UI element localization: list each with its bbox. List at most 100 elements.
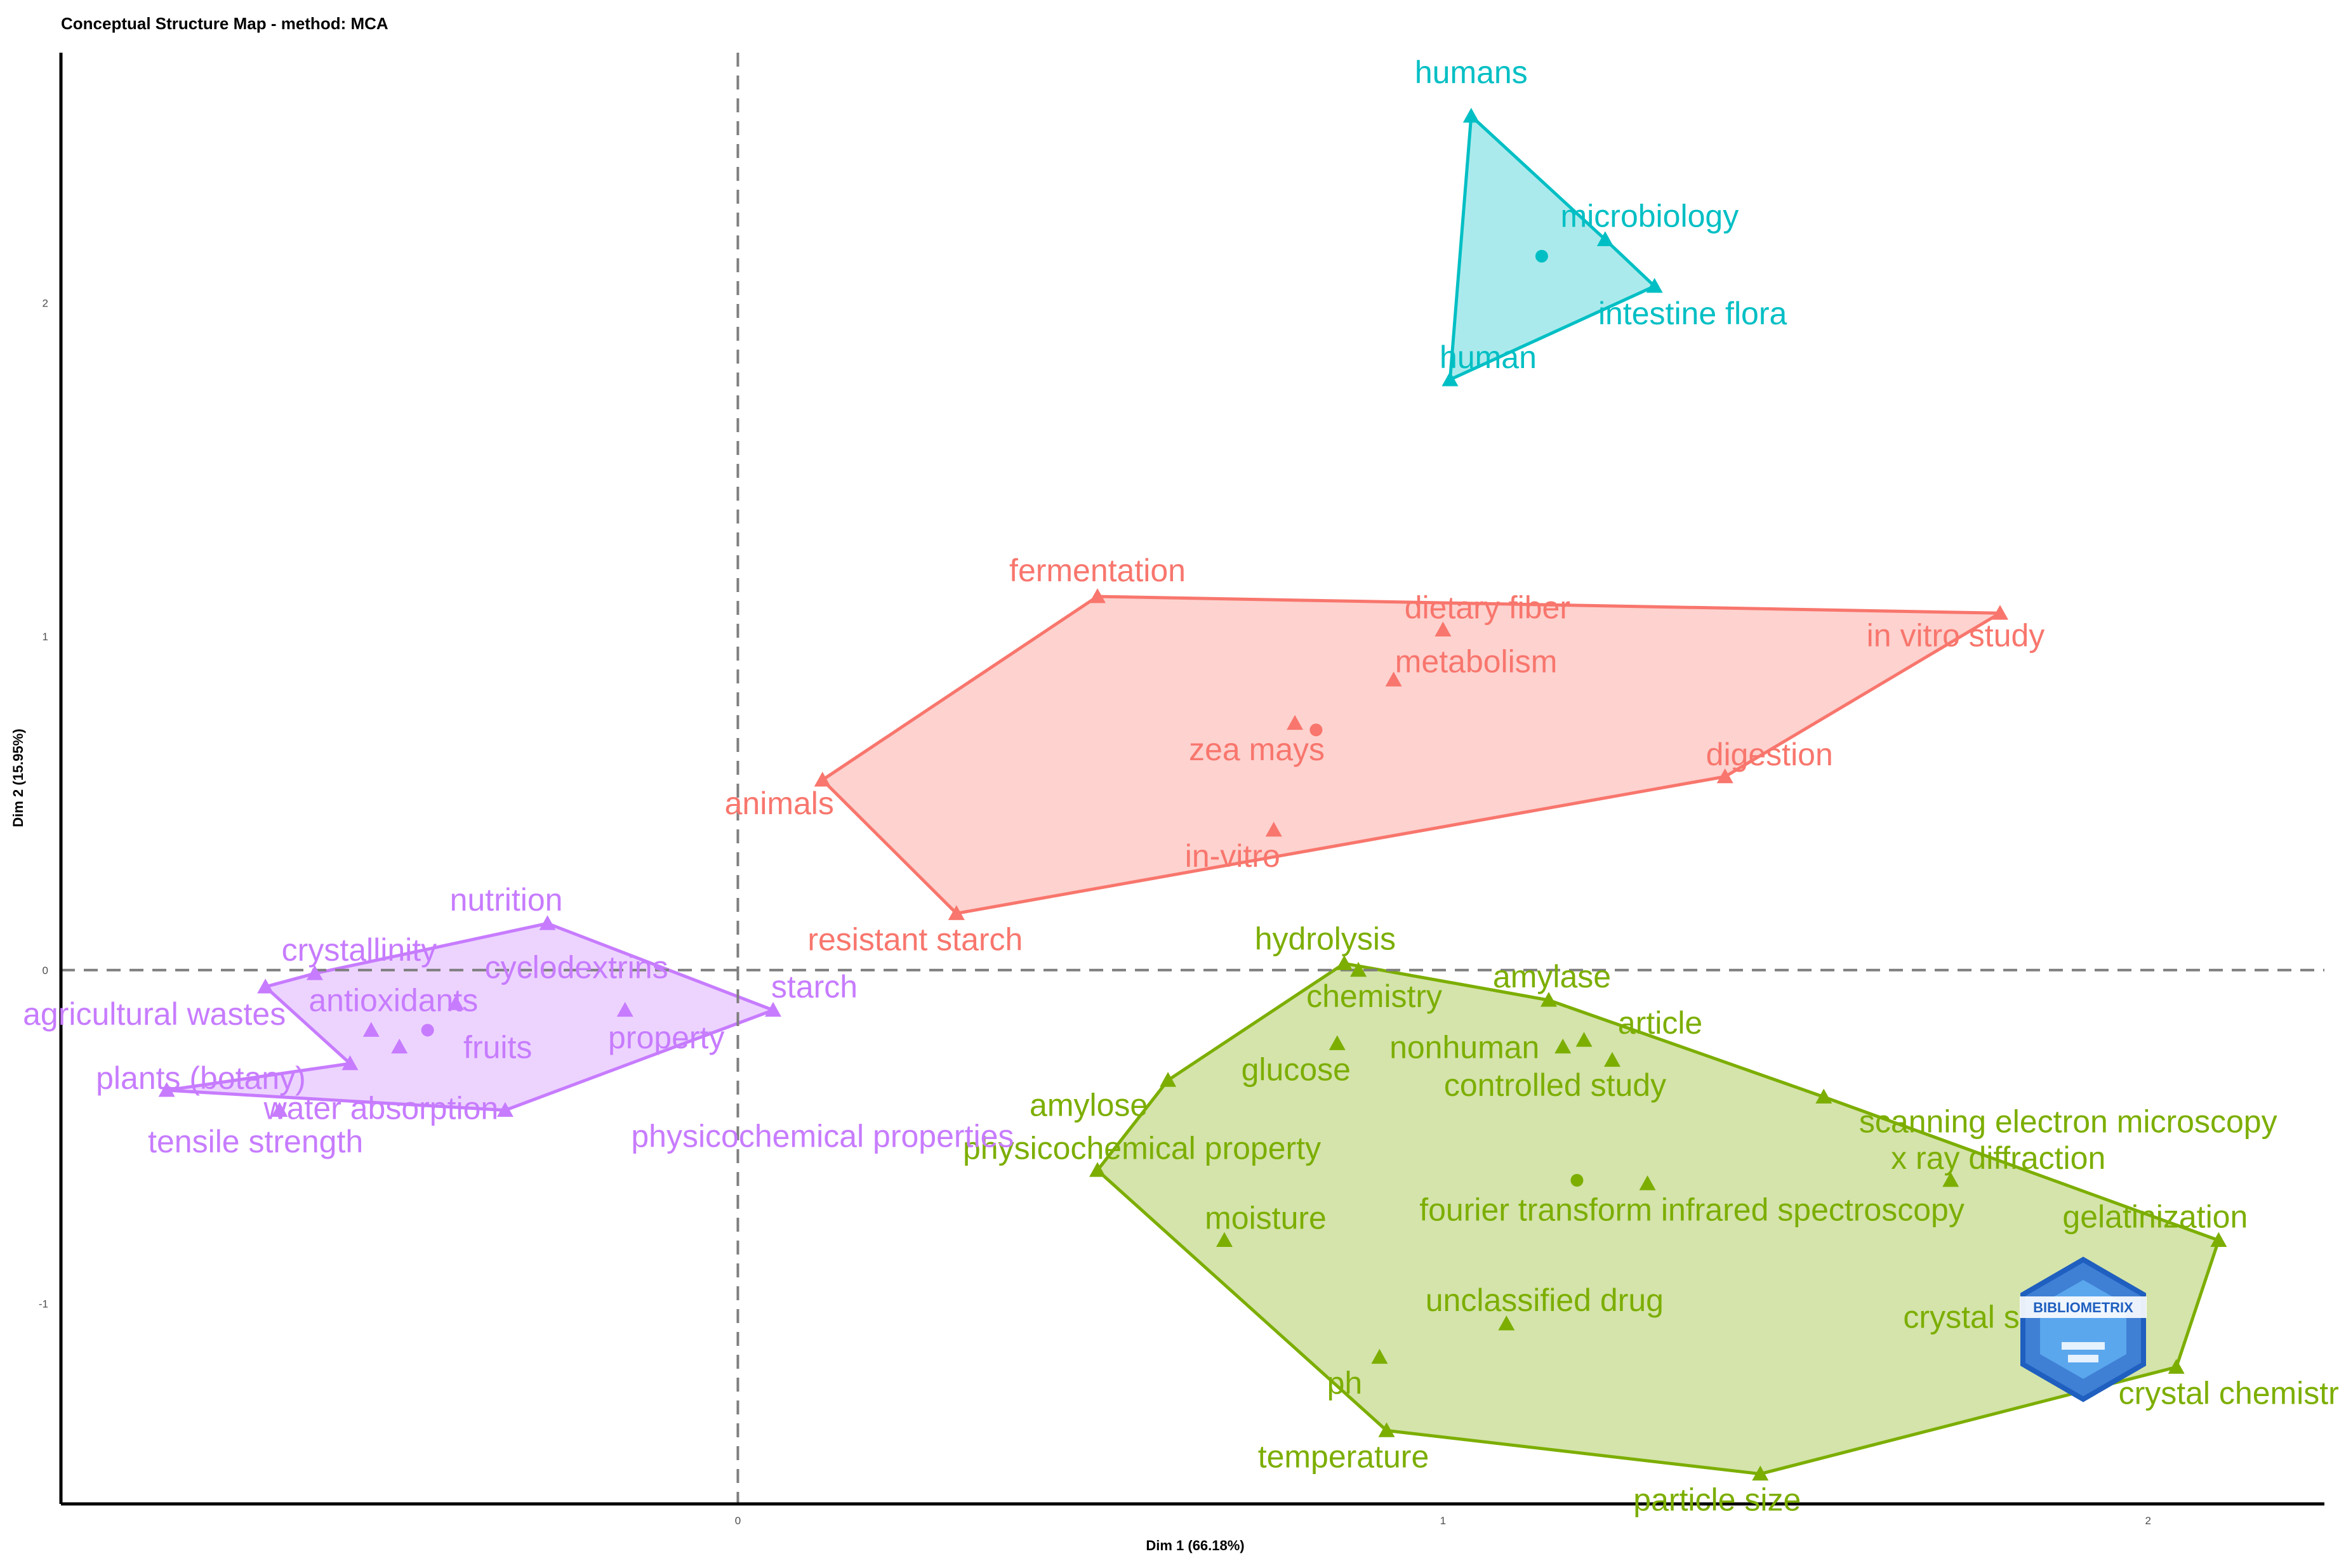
point-label: fourier transform infrared spectroscopy xyxy=(1419,1192,1965,1227)
point-label: property xyxy=(608,1020,724,1055)
logo-text: BIBLIOMETRIX xyxy=(2033,1300,2133,1315)
point-label: agricultural wastes xyxy=(23,996,286,1032)
cluster-1-hull xyxy=(821,595,2002,915)
point-label: crystallinity xyxy=(282,932,437,968)
point-marker xyxy=(1216,1232,1233,1248)
point-label: microbiology xyxy=(1561,198,1739,234)
cluster-1-centroid xyxy=(1309,723,1323,737)
point-label: amylase xyxy=(1493,959,1611,994)
cluster-4-centroid xyxy=(421,1024,434,1037)
point-marker xyxy=(948,905,965,920)
point-label: zea mays xyxy=(1189,732,1325,767)
point-marker xyxy=(362,1022,380,1037)
point-marker xyxy=(2168,1359,2185,1374)
point-marker xyxy=(1435,621,1452,636)
point-marker xyxy=(1335,955,1353,970)
point-label: nutrition xyxy=(450,882,563,918)
y-tick-label: -1 xyxy=(39,1298,48,1310)
point-marker xyxy=(1575,1032,1593,1047)
point-marker xyxy=(1596,231,1613,246)
point-marker xyxy=(1646,278,1663,293)
point-label: controlled study xyxy=(1444,1067,1666,1103)
point-label: temperature xyxy=(1258,1439,1429,1474)
point-label: in vitro study xyxy=(1867,617,2045,653)
tick-labels: 0 1 2 -1 0 1 2 xyxy=(39,297,2151,1527)
point-marker xyxy=(257,978,274,994)
point-marker xyxy=(1462,107,1480,123)
point-marker xyxy=(1942,1172,1959,1187)
point-marker xyxy=(1378,1422,1395,1437)
x-tick-label: 2 xyxy=(2145,1515,2151,1527)
point-label: plants (botany) xyxy=(96,1060,306,1096)
axes xyxy=(59,53,2324,1506)
point-label: digestion xyxy=(1706,737,1833,772)
point-label: nonhuman xyxy=(1389,1030,1539,1065)
point-label: hydrolysis xyxy=(1255,921,1396,956)
cluster-2-hull xyxy=(1096,961,2220,1476)
logo-bar xyxy=(2068,1355,2098,1362)
reference-lines xyxy=(61,53,2324,1504)
point-label: water absorption xyxy=(263,1091,499,1126)
bibliometrix-logo: BIBLIOMETRIX xyxy=(2020,1256,2147,1402)
point-label: cyclodextrins xyxy=(485,949,668,985)
cluster-hulls xyxy=(165,114,2220,1476)
point-marker xyxy=(2210,1232,2227,1248)
logo-bar xyxy=(2062,1342,2105,1350)
cluster-2-centroid xyxy=(1570,1174,1584,1187)
point-marker xyxy=(1350,961,1367,977)
point-labels: fermentation dietary fiber metabolism in vi… xyxy=(23,55,2339,1518)
point-marker xyxy=(1329,1035,1346,1050)
point-label: resistant starch xyxy=(807,921,1023,957)
point-marker xyxy=(814,772,831,787)
point-label: human xyxy=(1440,339,1537,375)
point-label: tensile strength xyxy=(148,1124,363,1159)
point-label: humans xyxy=(1415,55,1528,90)
point-marker xyxy=(158,1082,175,1097)
point-label: moisture xyxy=(1205,1201,1327,1236)
y-tick-label: 2 xyxy=(43,297,48,309)
point-marker xyxy=(1752,1465,1769,1481)
y-tick-label: 0 xyxy=(43,965,48,977)
point-marker xyxy=(765,1001,782,1017)
point-label: amylose xyxy=(1030,1087,1148,1123)
point-label: chemistry xyxy=(1306,978,1442,1014)
point-marker xyxy=(1815,1088,1832,1104)
point-marker xyxy=(1554,1038,1572,1054)
point-marker xyxy=(496,1102,514,1117)
point-marker xyxy=(306,965,323,980)
point-marker xyxy=(1371,1348,1388,1364)
point-marker xyxy=(539,915,556,930)
point-marker xyxy=(1991,605,2008,620)
point-label: fermentation xyxy=(1009,553,1186,588)
point-label: dietary fiber xyxy=(1405,590,1570,626)
point-marker xyxy=(1089,588,1106,603)
y-tick-label: 1 xyxy=(43,631,48,643)
point-label: particle size xyxy=(1633,1482,1801,1518)
point-label: crystal chemistry xyxy=(2119,1375,2339,1411)
point-marker xyxy=(391,1038,408,1054)
point-marker xyxy=(271,1102,288,1117)
point-label: in-vitro xyxy=(1185,838,1280,874)
point-label: starch xyxy=(771,969,858,1005)
point-marker xyxy=(1441,371,1459,386)
point-marker xyxy=(447,995,465,1010)
point-label: scanning electron microscopy xyxy=(1859,1104,2277,1140)
y-axis-label: Dim 2 (15.95%) xyxy=(10,728,26,827)
point-marker xyxy=(1385,671,1402,687)
point-label: glucose xyxy=(1242,1051,1351,1087)
cluster-3-centroid xyxy=(1535,249,1548,263)
point-label: fruits xyxy=(463,1030,532,1065)
point-marker xyxy=(1287,715,1304,730)
x-axis-label: Dim 1 (66.18%) xyxy=(1146,1538,1244,1553)
point-marker xyxy=(1603,1051,1620,1067)
point-label: physicochemical properties xyxy=(631,1119,1014,1154)
point-label: article xyxy=(1618,1005,1702,1041)
point-label: intestine flora xyxy=(1598,296,1787,331)
point-label: gelatinization xyxy=(2062,1199,2248,1235)
point-label: physicochemical property xyxy=(963,1130,1321,1166)
point-marker xyxy=(1541,992,1558,1007)
point-marker xyxy=(1265,821,1282,837)
x-tick-label: 1 xyxy=(1440,1515,1446,1527)
point-marker xyxy=(1716,768,1733,784)
